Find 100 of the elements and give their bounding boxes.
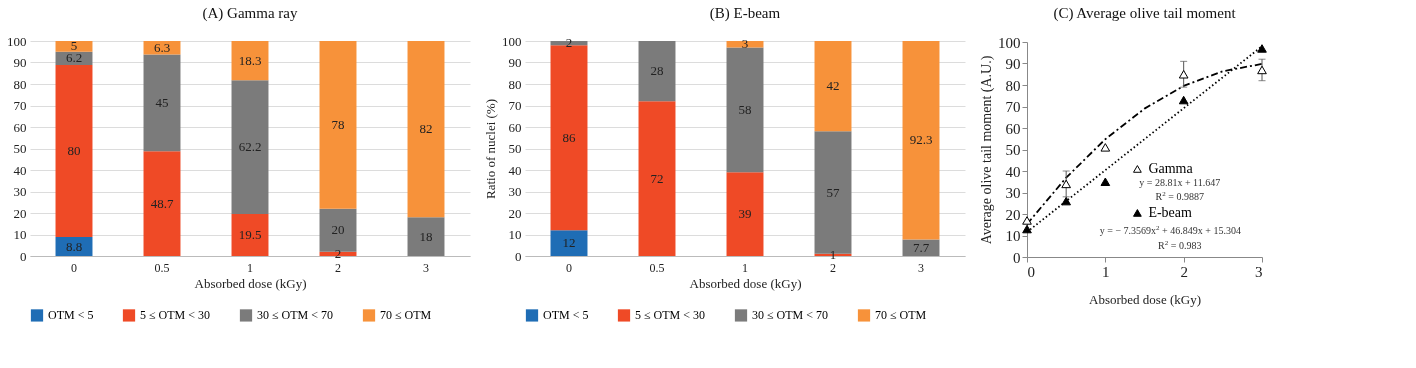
data-label: 18.3 xyxy=(238,52,262,68)
bar xyxy=(55,41,93,52)
y-tick-label: 70 xyxy=(1005,99,1021,115)
x-tick-label: 1 xyxy=(247,260,253,275)
x-tick-label: 3 xyxy=(423,260,429,275)
y-tick-label: 80 xyxy=(508,76,522,92)
y-tick-label: 90 xyxy=(13,55,27,70)
point xyxy=(1178,70,1189,79)
bar xyxy=(726,172,764,256)
x-tick-label: 1 xyxy=(1102,263,1110,280)
legend-label: 30 ≤ OTM < 70 xyxy=(257,308,334,323)
y-tick-label: 90 xyxy=(508,55,522,70)
bar xyxy=(55,65,93,238)
data-label: 42 xyxy=(826,78,840,94)
legend-label: 70 ≤ OTM xyxy=(875,308,927,323)
y-tick-label: 80 xyxy=(1005,77,1021,94)
legend-label: 70 ≤ OTM xyxy=(380,308,432,323)
y-tick-label: 20 xyxy=(13,205,27,221)
data-label: 6.3 xyxy=(153,39,171,55)
bar xyxy=(550,45,588,231)
chart-title: (A) Gamma ray xyxy=(202,5,298,22)
x-tick-label: 0 xyxy=(566,260,572,275)
bar xyxy=(319,208,357,252)
x-tick-label: 0 xyxy=(1027,263,1035,280)
x-axis-title: Absorbed dose (kGy) xyxy=(689,275,802,291)
y-tick-label: 10 xyxy=(13,227,27,242)
data-label: 86 xyxy=(562,129,576,145)
annotation: y = − 7.3569x$^{2}$ + 46.849x + 15.304 xyxy=(1099,224,1241,237)
y-tick-label: 30 xyxy=(13,184,27,199)
data-label: 8.8 xyxy=(65,238,83,254)
data-label: 39 xyxy=(738,206,752,222)
data-label: 57 xyxy=(826,184,840,200)
y-tick-label: 80 xyxy=(13,76,27,92)
x-tick-label: 3 xyxy=(1255,263,1263,280)
point xyxy=(1022,216,1032,225)
chart-title: (B) E-beam xyxy=(709,5,781,22)
data-label: 1 xyxy=(829,246,837,262)
x-axis-title: Absorbed dose (kGy) xyxy=(194,275,307,291)
bar xyxy=(143,54,181,152)
chart-title: (C) Average olive tail moment xyxy=(1053,5,1237,22)
annotation: y = 28.81x + 11.647 xyxy=(1139,177,1221,189)
bar xyxy=(726,47,764,173)
point xyxy=(1100,177,1111,186)
bar xyxy=(407,41,445,218)
y-tick-label: 100 xyxy=(502,33,522,49)
data-label: 3 xyxy=(741,36,749,52)
y-tick-label: 90 xyxy=(1005,56,1021,72)
bar xyxy=(319,41,357,209)
bar xyxy=(638,41,676,102)
y-tick-label: 0 xyxy=(20,248,27,264)
x-tick-label: 1 xyxy=(742,260,748,275)
bar xyxy=(902,239,940,256)
bar xyxy=(407,217,445,256)
legend-label: 5 ≤ OTM < 30 xyxy=(140,308,211,323)
x-tick-label: 3 xyxy=(918,260,924,275)
data-label: 28 xyxy=(650,63,664,79)
x-tick-label: 2 xyxy=(1180,263,1188,280)
y-tick-label: 10 xyxy=(1005,228,1021,244)
annotation: R$^{2}$ = 0.983 xyxy=(1158,239,1202,252)
bar xyxy=(638,101,676,256)
data-label: 19.5 xyxy=(238,227,262,243)
data-label: 72 xyxy=(650,170,664,186)
legend-label: 5 ≤ OTM < 30 xyxy=(635,308,706,323)
x-axis-title: Absorbed dose (kGy) xyxy=(1089,291,1201,307)
y-tick-label: 0 xyxy=(515,248,522,264)
point xyxy=(1178,95,1189,105)
data-label: 18 xyxy=(419,228,433,244)
x-tick-label: 2 xyxy=(830,260,836,275)
legend-label: OTM < 5 xyxy=(48,308,94,323)
data-label: 20 xyxy=(331,222,345,238)
y-tick-label: 40 xyxy=(508,162,522,178)
x-tick-label: 0.5 xyxy=(649,260,665,275)
annotation: R$^{2}$ = 0.9887 xyxy=(1155,189,1204,202)
y-tick-label: 50 xyxy=(1005,142,1021,158)
data-label: 58 xyxy=(738,101,752,117)
y-tick-label: 20 xyxy=(508,205,522,221)
data-label: 48.7 xyxy=(150,195,174,211)
y-tick-label: 70 xyxy=(508,98,522,113)
bar xyxy=(814,41,852,132)
bar xyxy=(231,214,269,256)
y-tick-label: 30 xyxy=(508,184,522,199)
data-label: 12 xyxy=(562,235,576,251)
legend-label: Gamma xyxy=(1148,160,1194,176)
legend-label: E-beam xyxy=(1148,204,1193,220)
point xyxy=(1022,224,1032,234)
bar xyxy=(231,41,269,81)
y-axis-title: Average olive tail moment (A.U.) xyxy=(979,55,995,245)
data-label: 82 xyxy=(419,121,433,137)
y-tick-label: 50 xyxy=(508,141,522,156)
data-label: 7.7 xyxy=(912,239,930,255)
data-label: 45 xyxy=(155,94,169,110)
x-tick-label: 0 xyxy=(71,260,77,275)
y-tick-label: 20 xyxy=(1005,206,1021,223)
data-label: 92.3 xyxy=(909,132,933,148)
bar xyxy=(231,80,269,215)
y-tick-label: 30 xyxy=(1005,185,1021,201)
x-tick-label: 2 xyxy=(335,260,341,275)
y-tick-label: 60 xyxy=(13,119,27,135)
data-label: 62.2 xyxy=(238,139,262,155)
data-label: 78 xyxy=(331,116,345,132)
